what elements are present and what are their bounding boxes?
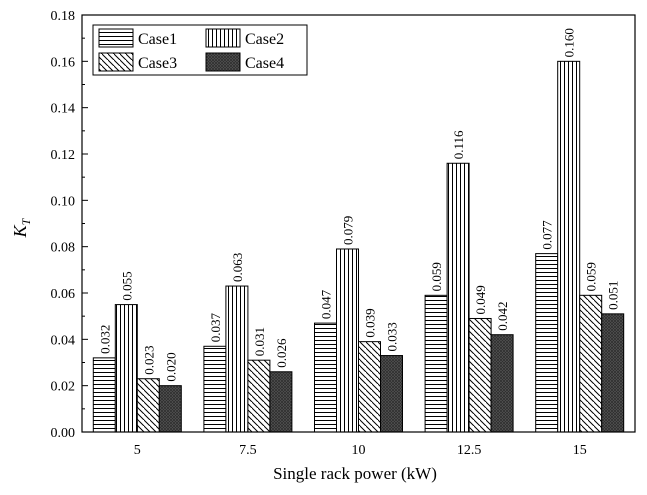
y-axis-label-main: K [10,224,30,238]
bar-case2-5 [114,304,138,433]
y-tick-label: 0.18 [51,9,76,24]
legend-swatch-case1 [98,28,134,48]
data-label: 0.032 [97,325,112,354]
data-label: 0.020 [163,352,178,381]
bar-case1-7_5 [203,345,227,433]
data-label: 0.039 [363,308,378,337]
x-tick-label: 5 [134,443,141,458]
legend-label-case3: Case3 [138,55,177,72]
bar-case1-12_5 [424,294,448,433]
x-tick-label: 7.5 [239,443,257,458]
y-tick-label: 0.10 [51,194,76,209]
data-label: 0.042 [495,301,510,330]
bar-case3-15 [579,294,603,433]
bar-case4-12_5 [490,334,514,433]
x-axis-label: Single rack power (kW) [273,464,437,483]
y-tick-label: 0.00 [51,426,76,441]
data-label: 0.079 [341,216,356,245]
bar-case1-15 [535,253,559,433]
x-tick-label: 12.5 [457,443,482,458]
x-tick-label: 10 [352,443,366,458]
y-axis-label: KT [10,217,33,238]
data-label: 0.116 [451,130,466,159]
legend-swatch-case2 [205,28,241,48]
y-tick-label: 0.16 [51,55,76,70]
data-label: 0.160 [562,28,577,57]
data-label: 0.031 [252,327,267,356]
data-label: 0.037 [208,313,223,343]
legend: Case1 Case2 Case3 Case4 [92,24,308,76]
data-label: 0.023 [141,345,156,374]
data-label: 0.033 [385,322,400,351]
legend-label-case4: Case4 [245,55,284,72]
y-tick-label: 0.02 [51,380,76,395]
legend-label-case2: Case2 [245,31,284,48]
y-tick-label: 0.14 [51,102,76,117]
bar-case3-10 [358,341,381,433]
bar-case2-10 [336,248,359,433]
legend-swatch-case4 [205,52,241,72]
y-tick-label: 0.06 [51,287,76,302]
data-label: 0.059 [429,262,444,291]
data-label: 0.055 [119,271,134,300]
bar-case1-5 [92,357,116,433]
data-label: 0.049 [473,285,488,314]
legend-swatch-case3 [98,52,134,72]
bars [92,60,625,433]
data-label: 0.047 [319,289,334,319]
bar-case4-5 [158,385,182,433]
x-axis: 5 7.5 10 12.5 15 [134,426,587,458]
y-axis-label-subscript: T [19,217,33,225]
bar-case2-12_5 [446,162,470,433]
bar-case4-7_5 [269,371,293,433]
data-label: 0.059 [584,262,599,291]
y-tick-label: 0.04 [51,333,76,348]
bar-case4-15 [601,313,625,433]
y-tick-label: 0.08 [51,241,76,256]
bar-case2-7_5 [225,285,249,433]
bar-case3-7_5 [247,359,271,433]
y-tick-label: 0.12 [51,148,76,163]
bar-case1-10 [314,322,337,433]
legend-label-case1: Case1 [138,31,177,48]
bar-case2-15 [557,60,581,433]
bar-case3-12_5 [468,317,492,433]
bar-case4-10 [380,355,403,433]
bar-case3-5 [136,378,160,433]
data-label: 0.077 [540,220,555,250]
x-tick-label: 15 [573,443,587,458]
data-label: 0.051 [606,281,621,310]
data-label: 0.026 [274,338,289,368]
data-label: 0.063 [230,253,245,282]
data-labels: 0.032 0.055 0.023 0.020 0.037 0.063 0.031 0.026… [97,28,620,382]
y-axis: 0.00 0.02 0.04 0.06 0.08 0.10 0.12 0.14 0.16 0.18 [51,9,88,441]
